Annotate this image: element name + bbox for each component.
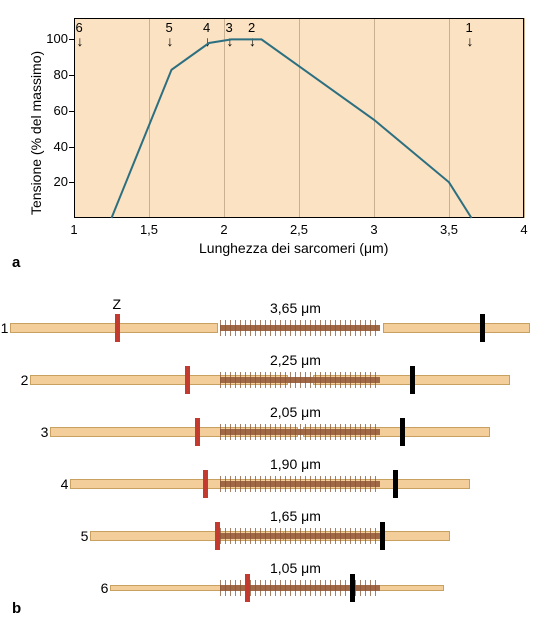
chart-box [74,18,524,218]
x-tick-label: 1 [64,222,84,237]
y-tick-label: 80 [54,67,68,82]
x-tick-label: 2,5 [289,222,309,237]
sarcomere-row: 6 1,05 μm [0,558,549,610]
sarcomere-row-number: 2 [21,372,29,388]
actin-filament [383,323,483,333]
actin-filament [403,427,491,437]
z-line [115,314,120,342]
actin-filament [30,375,188,385]
z-line [393,470,398,498]
actin-filament [50,427,198,437]
panel-b: b 13,65 μmZ22,25 μm32,05 μm41,90 μm51,65… [0,280,549,626]
sarcomere-length-label: 1,05 μm [270,560,321,576]
actin-filament [118,323,218,333]
down-arrow-icon: ↓ [467,34,474,48]
actin-filament [70,479,205,489]
x-axis-title: Lunghezza dei sarcomeri (μm) [199,240,388,256]
down-arrow-icon: ↓ [249,34,256,48]
y-tick-label: 40 [54,139,68,154]
sarcomere-length-label: 2,05 μm [270,404,321,420]
sarcomere-row: 2 2,25 μm [0,350,549,402]
sarcomere-row-number: 1 [1,320,9,336]
cross-bridges [220,424,380,440]
actin-filament [413,375,511,385]
sarcomere-length-label: 3,65 μm [270,300,321,316]
z-line [350,574,355,602]
sarcomere-length-label: 1,65 μm [270,508,321,524]
y-tick-label: 20 [54,174,68,189]
down-arrow-icon: ↓ [167,34,174,48]
z-line [215,522,220,550]
x-tick-label: 3,5 [439,222,459,237]
sarcomere-row: 5 1,65 μm [0,506,549,558]
panel-a: a Tensione (% del massimo) Lunghezza dei… [0,0,549,280]
sarcomere-row-number: 3 [41,424,49,440]
actin-filament [395,479,470,489]
sarcomere-row-number: 6 [101,580,109,596]
x-tick-label: 2 [214,222,234,237]
y-axis-title: Tensione (% del massimo) [28,51,44,215]
z-line [245,574,250,602]
panel-a-label: a [12,254,20,271]
x-tick-label: 1,5 [139,222,159,237]
z-line [380,522,385,550]
cross-bridges [220,528,380,544]
sarcomere-row: 3 2,05 μm [0,402,549,454]
sarcomere-row: 1 3,65 μm Z [0,298,549,350]
sarcomere-row-number: 4 [61,476,69,492]
down-arrow-icon: ↓ [77,34,84,48]
gridline-v [524,18,525,218]
z-line [410,366,415,394]
z-line [185,366,190,394]
actin-filament [10,323,118,333]
z-line [480,314,485,342]
sarcomere-row-number: 5 [81,528,89,544]
actin-filament [90,531,218,541]
down-arrow-icon: ↓ [204,34,211,48]
y-tick-label: 60 [54,103,68,118]
cross-bridges [220,476,380,492]
sarcomere-length-label: 1,90 μm [270,456,321,472]
cross-bridges [220,320,380,336]
x-tick-label: 3 [364,222,384,237]
z-line [400,418,405,446]
actin-filament [383,531,451,541]
z-line [203,470,208,498]
z-label: Z [113,296,122,312]
sarcomere-row: 4 1,90 μm [0,454,549,506]
cross-bridges [220,372,380,388]
sarcomere-length-label: 2,25 μm [270,352,321,368]
x-tick-label: 4 [514,222,534,237]
y-tick-label: 100 [46,31,68,46]
down-arrow-icon: ↓ [227,34,234,48]
cross-bridges [220,580,380,596]
actin-filament [483,323,531,333]
z-line [195,418,200,446]
